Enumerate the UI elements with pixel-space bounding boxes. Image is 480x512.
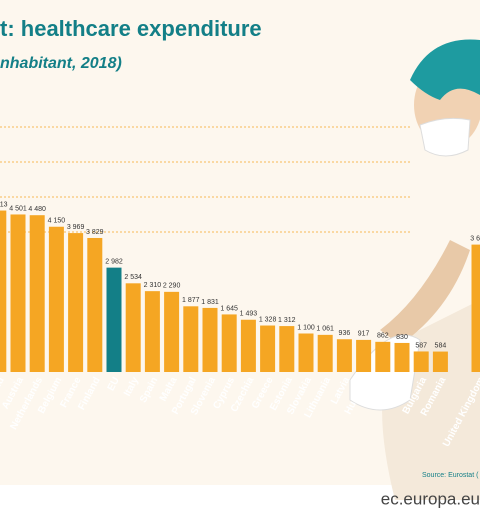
value-label: 4 613 xyxy=(0,201,8,208)
bar xyxy=(106,267,122,372)
bar xyxy=(298,333,314,372)
value-label: 862 xyxy=(377,333,389,340)
bar xyxy=(221,314,237,372)
value-label: 2 982 xyxy=(105,258,123,265)
value-label: 1 100 xyxy=(297,324,315,331)
bar xyxy=(183,306,199,372)
value-label: 587 xyxy=(415,342,427,349)
value-label: 830 xyxy=(396,334,408,341)
bar xyxy=(29,215,45,372)
bar xyxy=(202,307,218,372)
bar xyxy=(317,334,333,372)
illustration xyxy=(349,39,480,500)
bar xyxy=(279,326,295,372)
value-label: 4 150 xyxy=(48,218,66,225)
value-label: 1 877 xyxy=(182,297,200,304)
bar xyxy=(471,244,480,372)
bar xyxy=(432,351,448,372)
value-label: 4 480 xyxy=(28,206,46,213)
bar xyxy=(48,226,64,372)
value-label: 2 534 xyxy=(124,274,142,281)
bar xyxy=(375,341,391,372)
chart-subtitle: nhabitant, 2018) xyxy=(0,55,122,72)
bar xyxy=(394,342,410,372)
chart-title: t: healthcare expenditure xyxy=(0,16,262,41)
bar xyxy=(164,291,180,372)
bar xyxy=(87,237,103,372)
bar xyxy=(0,210,7,372)
bar xyxy=(356,339,372,372)
value-label: 3 640 xyxy=(470,235,480,242)
value-label: 1 645 xyxy=(220,305,238,312)
value-label: 917 xyxy=(358,331,370,338)
bar xyxy=(10,214,26,372)
value-label: 3 829 xyxy=(86,229,104,236)
bar xyxy=(260,325,276,372)
value-label: 936 xyxy=(339,330,351,337)
value-label: 584 xyxy=(435,342,447,349)
bar xyxy=(413,351,429,372)
value-label: 1 061 xyxy=(316,326,334,333)
value-label: 1 493 xyxy=(240,311,258,318)
value-label: 2 310 xyxy=(144,282,162,289)
bar xyxy=(144,291,160,372)
value-label: 3 969 xyxy=(67,224,85,231)
value-label: 1 328 xyxy=(259,316,277,323)
source-note: Source: Eurostat ( xyxy=(422,472,479,479)
footer: ec.europa.eu xyxy=(381,489,480,508)
value-label: 2 290 xyxy=(163,283,181,290)
bar xyxy=(336,339,352,372)
value-label: 1 831 xyxy=(201,299,219,306)
value-label: 4 501 xyxy=(9,205,27,212)
bar xyxy=(240,319,256,372)
bar xyxy=(125,283,141,372)
bar xyxy=(68,233,84,372)
value-label: 1 312 xyxy=(278,317,296,324)
